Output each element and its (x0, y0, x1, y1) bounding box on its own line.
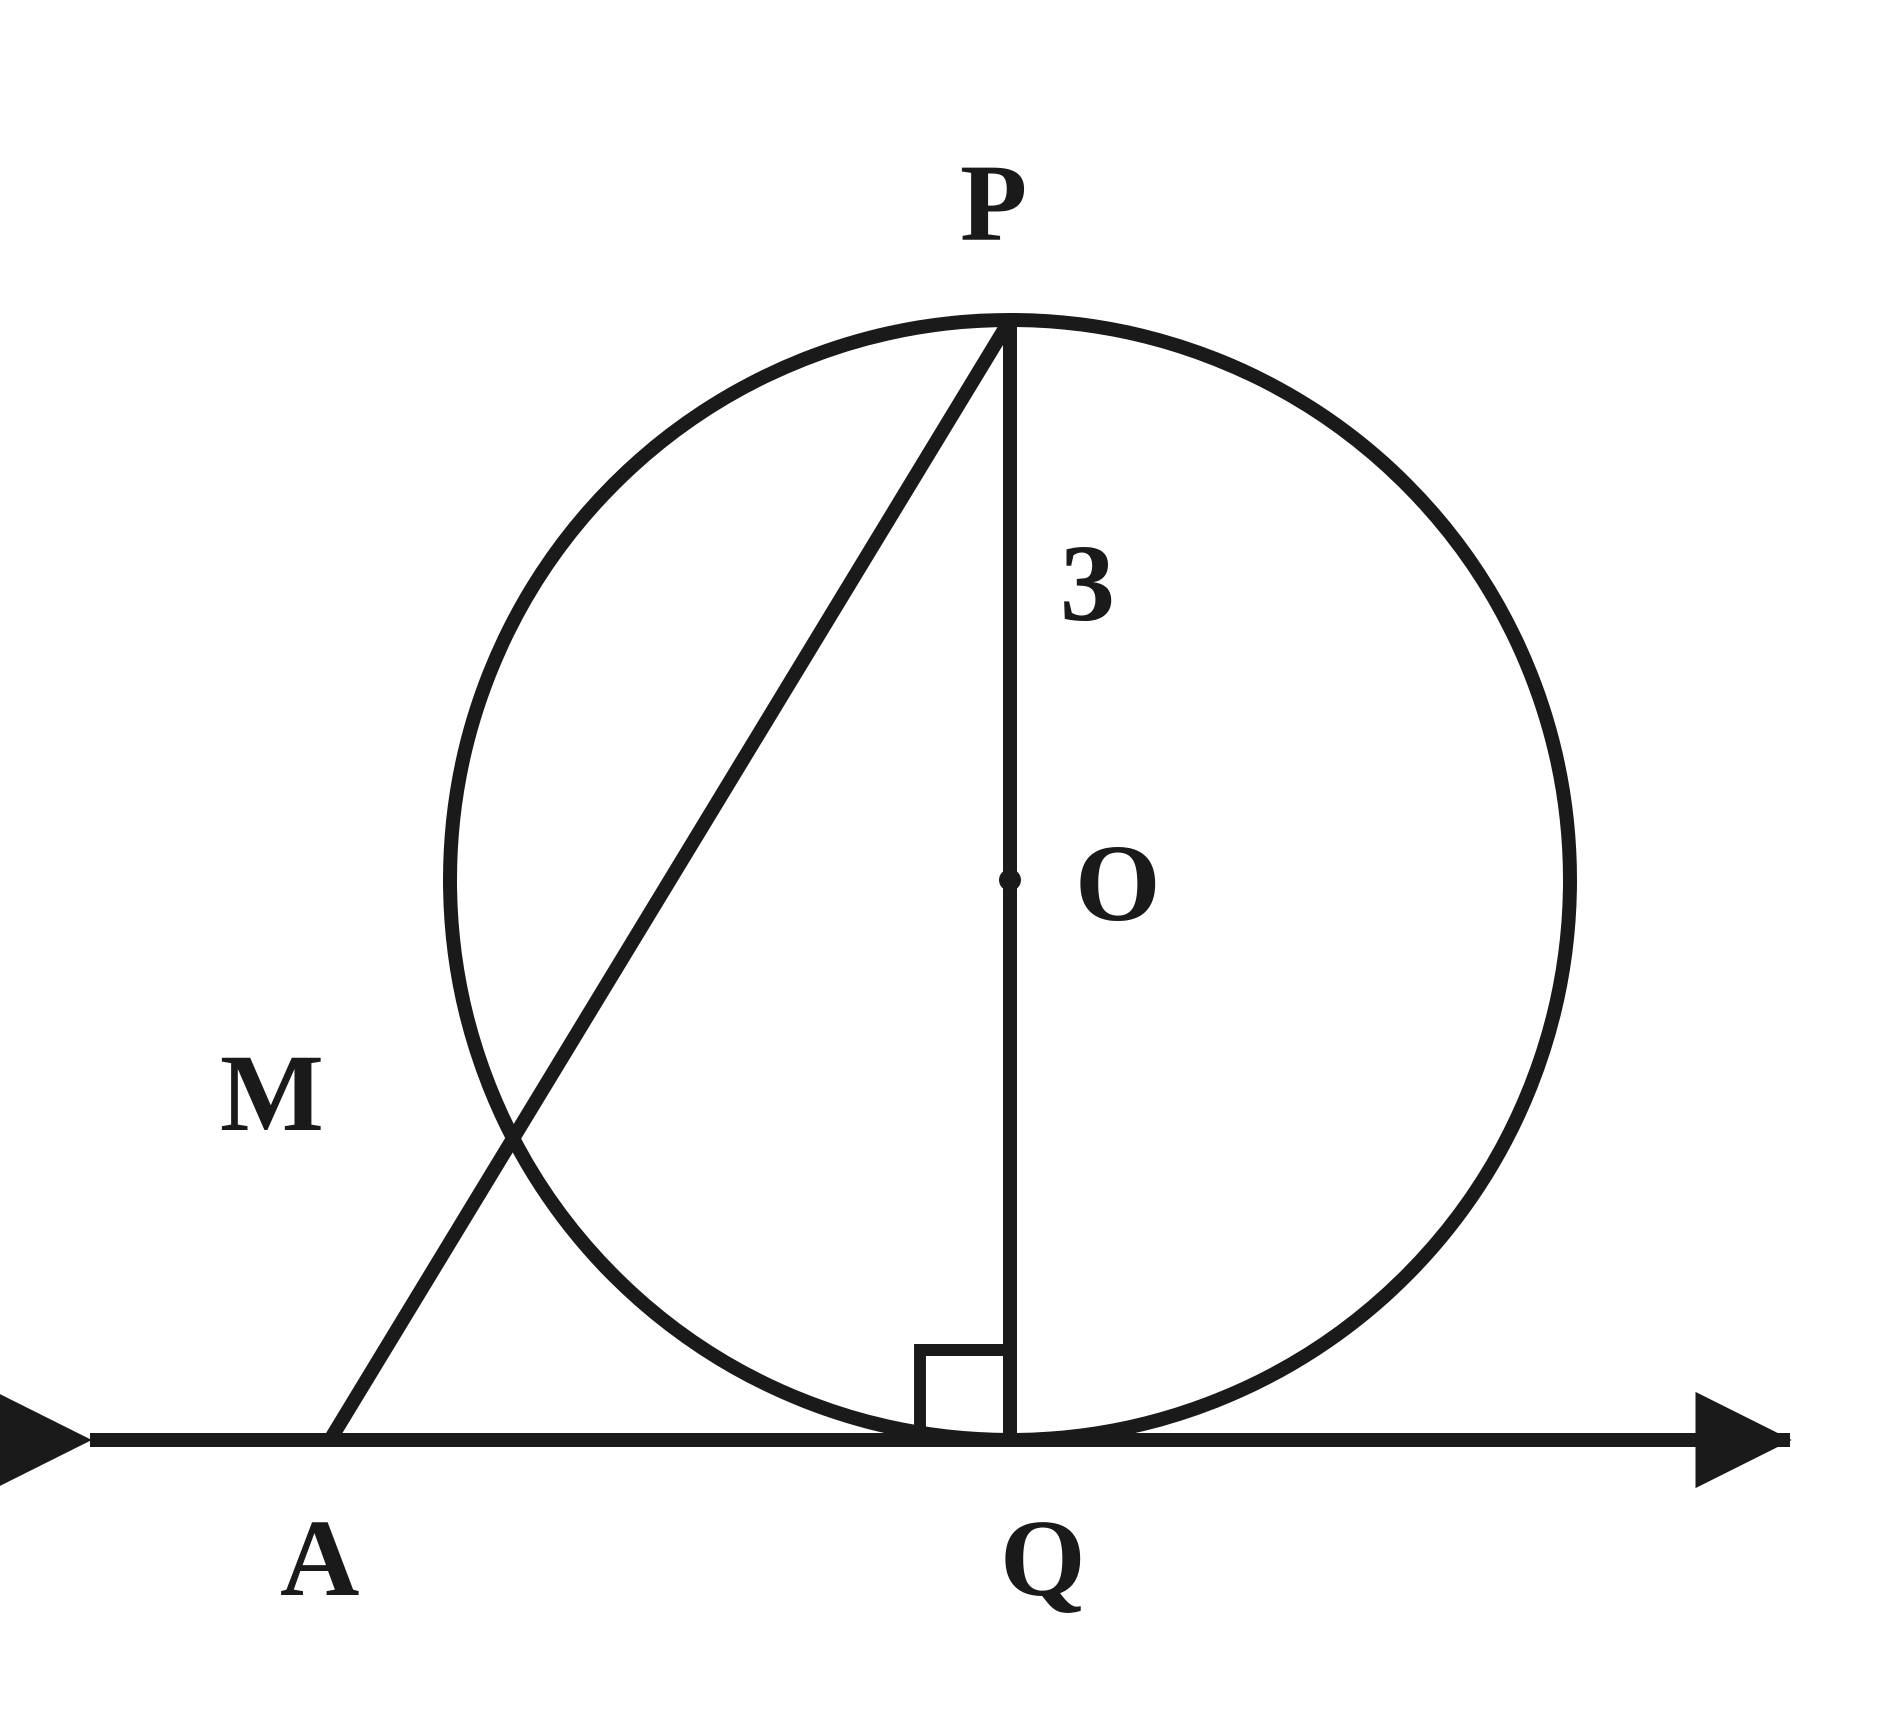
center-point (999, 869, 1021, 891)
label-O: O (1075, 822, 1161, 944)
segment-PA (330, 320, 1010, 1440)
label-M: M (220, 1032, 324, 1154)
label-A: A (280, 1497, 359, 1619)
right-angle-marker (920, 1350, 1010, 1440)
label-radius: 3 (1060, 522, 1115, 644)
label-P: P (960, 142, 1027, 264)
label-Q: Q (1000, 1497, 1086, 1619)
